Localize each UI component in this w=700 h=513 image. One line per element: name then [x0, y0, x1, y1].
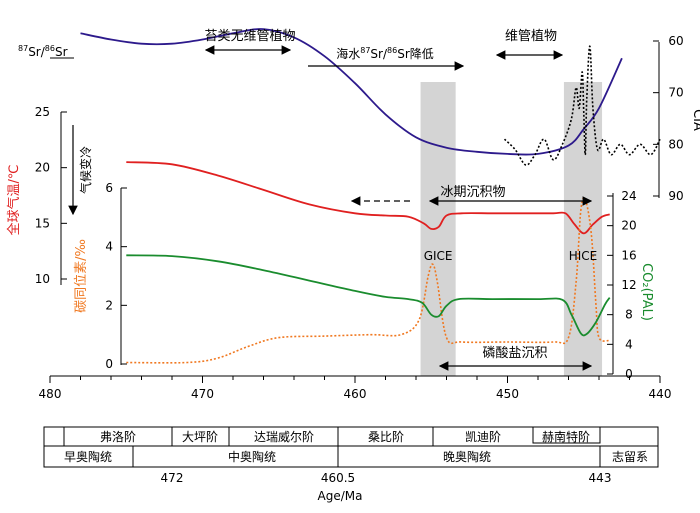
axes-layer: 480 470 460 450 4401015202502460481216202460… — [6, 34, 700, 503]
carbon-tick-label: 6 — [105, 181, 113, 195]
sr-label-part: 86 — [45, 44, 55, 53]
stage-label: 凯迪阶 — [465, 430, 501, 444]
co2-tick-label: 24 — [621, 189, 636, 203]
glacial-label: 冰期沉积物 — [440, 185, 505, 200]
seawater-label: 海水87Sr/86Sr降低 — [336, 46, 434, 61]
temp-tick-label: 15 — [35, 216, 50, 230]
x-tick-label: 480 — [39, 387, 62, 401]
x-tick-label: 450 — [496, 387, 519, 401]
seawater-label-part: 87 — [360, 46, 370, 55]
series-label: 早奥陶统 — [64, 449, 112, 464]
seawater-label-part: Sr降低 — [397, 47, 434, 61]
series-line-co2 — [126, 254, 611, 337]
band-label: HICE — [569, 249, 598, 263]
stage-label: 桑比阶 — [368, 430, 404, 444]
grey-band — [420, 82, 456, 376]
cia-tick-label: 70 — [668, 86, 683, 100]
stage-label: 赫南特阶 — [542, 429, 590, 444]
series-line-carbon — [126, 197, 610, 364]
cia-tick-label: 60 — [668, 34, 683, 48]
stage-label: 大坪阶 — [182, 430, 218, 444]
temp-tick-label: 20 — [35, 161, 50, 175]
x-tick-label: 460 — [344, 387, 367, 401]
co2-tick-label: 12 — [621, 278, 636, 292]
series-line-sr_norm — [80, 28, 623, 156]
series-label: 中奥陶统 — [228, 449, 276, 464]
phosphate-label: 磷酸盐沉积 — [482, 346, 547, 361]
co2-axis-label: CO₂(PAL) — [639, 263, 654, 321]
cia-axis-label: CIA — [690, 109, 700, 131]
series-line-cia — [503, 45, 661, 166]
seawater-label-part: 海水 — [336, 46, 360, 61]
annotation-layer: 苔类无维管植物海水87Sr/86Sr降低 维管植物气候变冷冰期沉积物 GICE HIC… — [68, 29, 598, 371]
boundary-age-label: 460.5 — [321, 471, 355, 485]
cia-tick-label: 90 — [668, 189, 683, 203]
carbon-tick-label: 0 — [105, 357, 113, 371]
temp-axis-label: 全球气温/℃ — [6, 165, 22, 236]
carbon-tick-label: 2 — [105, 298, 113, 312]
co2-tick-label: 20 — [621, 219, 636, 233]
boundary-age-label: 472 — [161, 471, 184, 485]
carbon-tick-label: 4 — [105, 240, 113, 254]
stage-label: 弗洛阶 — [100, 429, 136, 444]
carbon-axis-label: 碳同位素/‰ — [74, 239, 89, 313]
seawater-label-part: 86 — [387, 46, 397, 55]
vascular-label: 维管植物 — [505, 29, 557, 44]
sr-axis-label: 87Sr/86Sr — [18, 44, 68, 59]
strat-frame — [43, 426, 659, 468]
co2-tick-label: 4 — [625, 337, 633, 351]
sr-label-part: Sr — [55, 45, 68, 59]
co2-tick-label: 16 — [621, 248, 636, 262]
series-label: 晚奥陶统 — [443, 449, 491, 464]
seawater-label-part: Sr/ — [370, 47, 388, 61]
strat-div — [532, 427, 601, 444]
co2-tick-label: 0 — [625, 367, 633, 381]
series-layer — [80, 28, 661, 364]
series-line-temp — [126, 161, 610, 235]
sr-label-part: Sr/ — [28, 45, 46, 59]
temp-tick-label: 10 — [35, 272, 50, 286]
x-axis-label: Age/Ma — [318, 489, 363, 503]
x-tick-label: 440 — [649, 387, 672, 401]
grey-band — [563, 82, 603, 376]
temp-tick-label: 25 — [35, 105, 50, 119]
boundary-age-label: 443 — [589, 471, 612, 485]
grey-bands — [420, 82, 603, 376]
co2-tick-label: 8 — [625, 308, 633, 322]
band-label: GICE — [424, 249, 453, 263]
series-label: 志留系 — [612, 450, 648, 464]
bryophyte-label: 苔类无维管植物 — [204, 29, 295, 44]
cia-tick-label: 80 — [668, 137, 683, 151]
x-tick-label: 470 — [191, 387, 214, 401]
sr-label-part: 87 — [18, 44, 28, 53]
cooling-label: 气候变冷 — [78, 146, 93, 194]
stage-label: 达瑞威尔阶 — [254, 429, 314, 444]
